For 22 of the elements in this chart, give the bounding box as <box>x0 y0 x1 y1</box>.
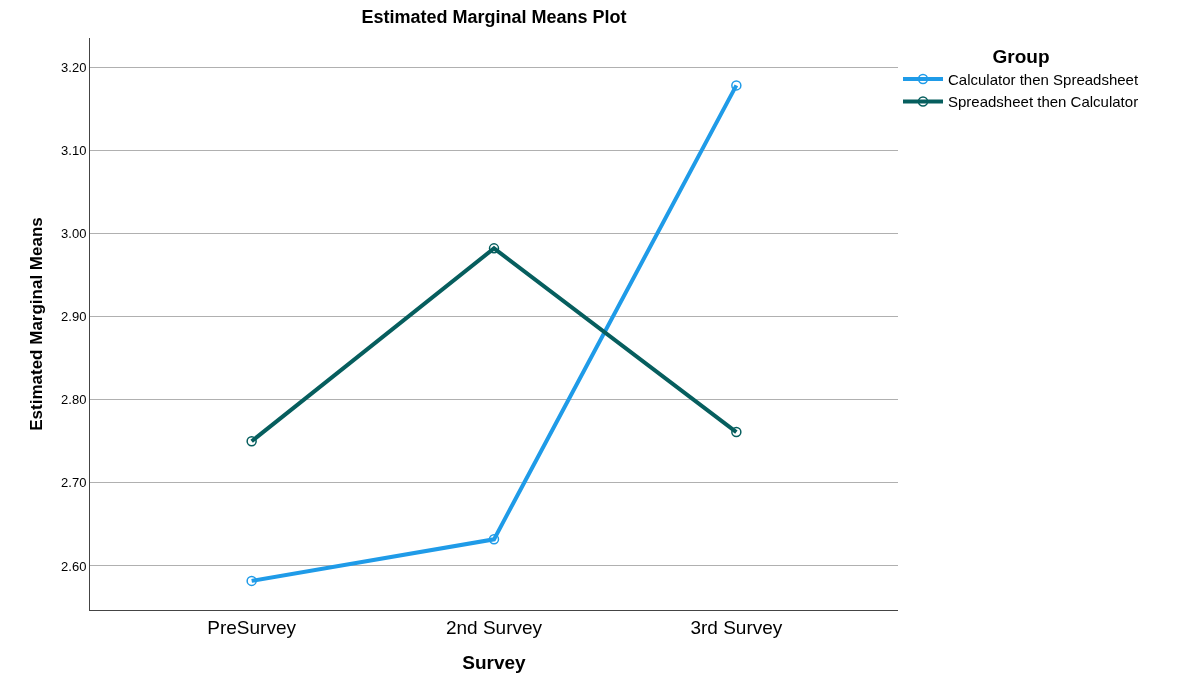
chart-title: Estimated Marginal Means Plot <box>361 6 627 27</box>
y-tick-label: 3.00 <box>61 225 87 241</box>
point <box>246 575 257 587</box>
y-tick-label: 2.60 <box>61 558 87 574</box>
point <box>246 435 257 447</box>
x-axis-title: Survey <box>462 651 527 673</box>
legend-label: Calculator then Spreadsheet <box>948 70 1139 88</box>
point <box>488 534 500 545</box>
point <box>731 80 742 91</box>
point <box>488 243 500 254</box>
legend-title: Group <box>992 45 1050 67</box>
point <box>731 426 742 438</box>
x-tick-label: PreSurvey <box>207 616 297 638</box>
y-tick-label: 3.10 <box>61 142 87 158</box>
y-tick-label: 2.70 <box>61 475 87 491</box>
y-tick-label: 2.90 <box>61 309 87 325</box>
legend-label: Spreadsheet then Calculator <box>948 93 1139 111</box>
y-tick-label: 3.20 <box>61 59 87 75</box>
y-tick-label: 2.80 <box>61 392 87 408</box>
x-tick-label: 2nd Survey <box>445 616 543 638</box>
x-tick-label: 3rd Survey <box>690 616 783 638</box>
y-axis-title: Estimated Marginal Means <box>26 217 46 431</box>
